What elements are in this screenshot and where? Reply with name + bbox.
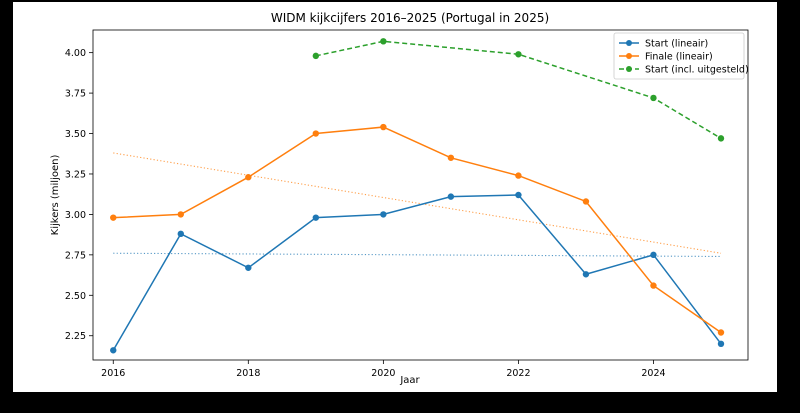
y-tick-label: 2.25 <box>65 331 86 342</box>
data-point <box>177 211 184 218</box>
data-point <box>177 230 184 238</box>
data-point <box>245 174 252 181</box>
series-line <box>113 126 722 334</box>
data-point <box>447 193 455 200</box>
chart-title: WIDM kijkcijfers 2016–2025 (Portugal in … <box>271 11 549 25</box>
data-point <box>447 154 455 161</box>
x-tick-label: 2020 <box>371 368 395 379</box>
legend-marker <box>626 40 632 46</box>
data-point <box>380 38 387 45</box>
data-point <box>312 214 320 221</box>
data-point <box>582 271 590 278</box>
legend: Start (lineair) Finale (lineair) Start (in… <box>613 32 749 80</box>
trendline <box>113 152 722 254</box>
data-point <box>650 282 657 289</box>
legend-box <box>613 32 745 80</box>
x-tick-label: 2018 <box>236 368 260 379</box>
data-point <box>110 214 117 221</box>
y-tick-label: 4.00 <box>65 48 86 59</box>
x-axis-label: Jaar <box>399 375 420 386</box>
data-point <box>380 211 387 218</box>
data-point <box>515 51 522 58</box>
y-tick-label: 3.75 <box>65 89 86 100</box>
legend-marker <box>626 53 632 59</box>
x-tick-label: 2016 <box>101 368 125 379</box>
data-point <box>717 340 725 348</box>
data-point <box>515 172 522 179</box>
y-axis-label: Kijkers (miljoen) <box>50 155 61 236</box>
data-point <box>650 94 657 102</box>
data-point <box>515 191 522 199</box>
data-point <box>110 347 117 354</box>
x-tick-label: 2024 <box>641 368 665 379</box>
data-point <box>650 251 657 259</box>
line-chart: WIDM kijkcijfers 2016–2025 (Portugal in … <box>50 11 749 386</box>
legend-marker <box>626 66 632 72</box>
legend-entry: Start (incl. uitgesteld) <box>645 65 749 76</box>
data-point <box>582 198 590 205</box>
data-point <box>312 130 320 137</box>
data-point <box>717 329 725 336</box>
axes-frame <box>92 29 749 361</box>
plot-area: 2016 2018 2020 2022 2024 2.25 2.50 2.75 3.00 3.25… <box>65 29 749 379</box>
y-tick-label: 3.50 <box>65 129 86 140</box>
chart-figure: WIDM kijkcijfers 2016–2025 (Portugal in … <box>13 2 777 392</box>
x-tick-label: 2022 <box>506 368 530 379</box>
data-point <box>380 123 387 131</box>
data-point <box>717 135 725 142</box>
data-point <box>312 52 320 60</box>
legend-entry: Finale (lineair) <box>645 52 713 63</box>
series-line <box>112 194 722 351</box>
y-tick-label: 2.75 <box>65 250 86 261</box>
y-tick-label: 2.50 <box>65 291 86 302</box>
data-point <box>245 264 252 271</box>
y-tick-label: 3.00 <box>65 210 86 221</box>
y-tick-label: 3.25 <box>65 169 86 180</box>
legend-entry: Start (lineair) <box>645 39 708 50</box>
